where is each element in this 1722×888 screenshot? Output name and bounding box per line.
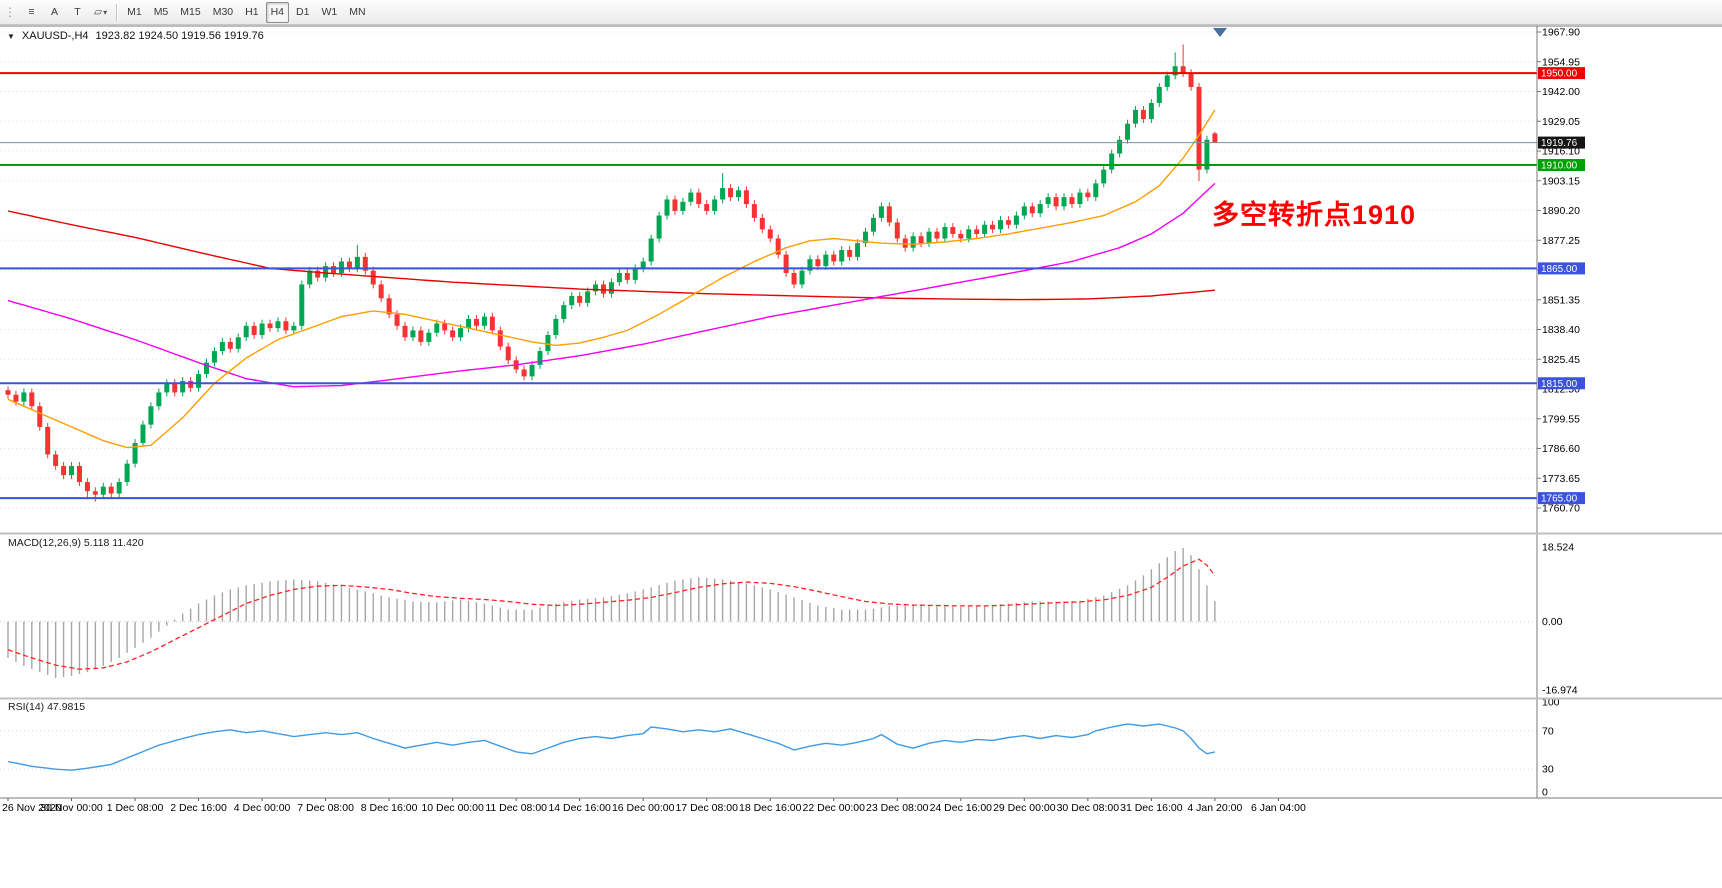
svg-text:30: 30 bbox=[1542, 764, 1554, 776]
svg-text:1765.00: 1765.00 bbox=[1541, 494, 1578, 505]
cursor-a-icon: A bbox=[50, 6, 58, 18]
svg-text:10 Dec 00:00: 10 Dec 00:00 bbox=[421, 802, 484, 814]
panel-splitter-rsi[interactable] bbox=[0, 697, 1722, 700]
svg-text:0.00: 0.00 bbox=[1542, 616, 1563, 628]
svg-text:1865.00: 1865.00 bbox=[1541, 264, 1578, 275]
symbol-label: XAUUSD-,H4 bbox=[21, 30, 89, 42]
shapes-icon: ▱ bbox=[94, 6, 103, 18]
svg-text:1825.45: 1825.45 bbox=[1542, 354, 1580, 366]
svg-text:23 Dec 08:00: 23 Dec 08:00 bbox=[866, 802, 929, 814]
svg-text:1950.00: 1950.00 bbox=[1541, 69, 1578, 80]
macd-label: MACD(12,26,9) 5.118 11.420 bbox=[8, 537, 144, 549]
svg-text:1942.00: 1942.00 bbox=[1542, 86, 1580, 98]
svg-text:1815.00: 1815.00 bbox=[1541, 379, 1578, 390]
svg-text:1954.95: 1954.95 bbox=[1542, 56, 1580, 68]
svg-text:1760.70: 1760.70 bbox=[1542, 503, 1580, 515]
svg-text:1786.60: 1786.60 bbox=[1542, 443, 1580, 455]
svg-text:30 Nov 00:00: 30 Nov 00:00 bbox=[40, 802, 103, 814]
chevron-down-icon: ▾ bbox=[103, 7, 108, 17]
svg-text:1838.40: 1838.40 bbox=[1542, 324, 1580, 336]
svg-text:17 Dec 08:00: 17 Dec 08:00 bbox=[675, 802, 738, 814]
svg-text:29 Dec 00:00: 29 Dec 00:00 bbox=[993, 802, 1056, 814]
annotation-text: 多空转折点1910 bbox=[1212, 200, 1417, 230]
svg-text:1910.00: 1910.00 bbox=[1541, 161, 1578, 172]
svg-text:1967.90: 1967.90 bbox=[1542, 27, 1580, 39]
svg-text:0: 0 bbox=[1542, 787, 1548, 799]
ma-line-fast-orange bbox=[7, 109, 1216, 449]
ma-line-slow-red bbox=[7, 210, 1215, 301]
svg-text:70: 70 bbox=[1542, 725, 1554, 737]
timeframe-button-h4[interactable]: H4 bbox=[265, 1, 290, 23]
indicators-menu-button[interactable]: ≡ bbox=[20, 2, 43, 23]
svg-text:1919.76: 1919.76 bbox=[1541, 138, 1578, 149]
timeframe-group: M1 M5 M15 M30 H1 H4 D1 W1 MN bbox=[122, 1, 370, 23]
price-badge-1910.00: 1910.00 bbox=[1538, 159, 1585, 172]
toolbar-separator bbox=[116, 3, 119, 21]
svg-text:4 Jan 20:00: 4 Jan 20:00 bbox=[1187, 802, 1242, 814]
timeframe-button-h1[interactable]: H1 bbox=[245, 6, 259, 18]
candles bbox=[5, 44, 1218, 502]
svg-text:8 Dec 16:00: 8 Dec 16:00 bbox=[361, 802, 418, 814]
rsi-line bbox=[7, 723, 1216, 771]
svg-text:2 Dec 16:00: 2 Dec 16:00 bbox=[170, 802, 227, 814]
ohlc-values: 1923.82 1924.50 1919.56 1919.76 bbox=[95, 30, 264, 42]
svg-text:1903.15: 1903.15 bbox=[1542, 175, 1580, 187]
svg-text:1877.25: 1877.25 bbox=[1542, 235, 1580, 247]
svg-text:6 Jan 04:00: 6 Jan 04:00 bbox=[1251, 802, 1306, 814]
svg-text:18.524: 18.524 bbox=[1542, 542, 1574, 554]
svg-text:-16.974: -16.974 bbox=[1542, 685, 1578, 697]
price-gridlines: 1967.901954.951942.001929.051916.101903.… bbox=[0, 27, 1580, 515]
svg-text:1851.35: 1851.35 bbox=[1542, 294, 1580, 306]
symbol-marker-icon: ▼ bbox=[7, 31, 15, 41]
chart-shift-marker[interactable] bbox=[1213, 28, 1227, 37]
price-badge-1865.00: 1865.00 bbox=[1538, 262, 1585, 275]
text-tool-button[interactable]: T bbox=[66, 2, 89, 23]
toolbar: ⋮ ≡ A T ▱ ▾ M1 M5 M15 M30 H1 H4 D1 W1 MN bbox=[0, 0, 1722, 25]
svg-text:1799.55: 1799.55 bbox=[1542, 413, 1580, 425]
ma-line-mid-magenta bbox=[7, 182, 1216, 388]
timeframe-button-w1[interactable]: W1 bbox=[321, 6, 338, 18]
price-badge-1815.00: 1815.00 bbox=[1538, 377, 1585, 390]
macd-signal-line bbox=[7, 558, 1216, 670]
text-tool-icon: T bbox=[74, 6, 81, 18]
svg-text:18 Dec 16:00: 18 Dec 16:00 bbox=[739, 802, 802, 814]
panel-splitter-macd[interactable] bbox=[0, 532, 1722, 535]
toolbar-drag-handle[interactable]: ⋮ bbox=[4, 5, 16, 19]
timeframe-button-mn[interactable]: MN bbox=[349, 6, 366, 18]
svg-text:24 Dec 16:00: 24 Dec 16:00 bbox=[930, 802, 993, 814]
svg-text:30 Dec 08:00: 30 Dec 08:00 bbox=[1057, 802, 1120, 814]
price-badge-1950.00: 1950.00 bbox=[1538, 67, 1585, 80]
macd-histogram bbox=[7, 547, 1216, 679]
svg-text:1773.65: 1773.65 bbox=[1542, 473, 1580, 485]
svg-text:16 Dec 00:00: 16 Dec 00:00 bbox=[612, 802, 675, 814]
rsi-label: RSI(14) 47.9815 bbox=[8, 701, 86, 713]
shapes-tool-button[interactable]: ▱ ▾ bbox=[89, 2, 112, 23]
cursor-tool-button[interactable]: A bbox=[43, 2, 66, 23]
svg-text:7 Dec 08:00: 7 Dec 08:00 bbox=[297, 802, 354, 814]
timeframe-button-m30[interactable]: M30 bbox=[212, 6, 234, 18]
price-badge-1919.76: 1919.76 bbox=[1538, 136, 1585, 149]
symbol-ohlc-line: ▼ XAUUSD-,H4 1923.82 1924.50 1919.56 191… bbox=[7, 30, 264, 42]
svg-text:11 Dec 08:00: 11 Dec 08:00 bbox=[485, 802, 547, 814]
timeframe-button-d1[interactable]: D1 bbox=[296, 6, 310, 18]
svg-text:1890.20: 1890.20 bbox=[1542, 205, 1580, 217]
timeframe-button-m15[interactable]: M15 bbox=[180, 6, 201, 18]
price-badge-1765.00: 1765.00 bbox=[1538, 492, 1585, 505]
svg-text:4 Dec 00:00: 4 Dec 00:00 bbox=[234, 802, 291, 814]
svg-text:31 Dec 16:00: 31 Dec 16:00 bbox=[1120, 802, 1183, 814]
timeframe-button-m5[interactable]: M5 bbox=[153, 6, 169, 18]
svg-text:1929.05: 1929.05 bbox=[1542, 116, 1580, 128]
svg-text:14 Dec 16:00: 14 Dec 16:00 bbox=[548, 802, 611, 814]
svg-text:1 Dec 08:00: 1 Dec 08:00 bbox=[107, 802, 164, 814]
svg-text:26 Nov 2020: 26 Nov 2020 bbox=[2, 802, 62, 814]
menu-icon: ≡ bbox=[28, 6, 35, 18]
svg-text:22 Dec 00:00: 22 Dec 00:00 bbox=[803, 802, 866, 814]
timeframe-button-m1[interactable]: M1 bbox=[127, 6, 142, 18]
